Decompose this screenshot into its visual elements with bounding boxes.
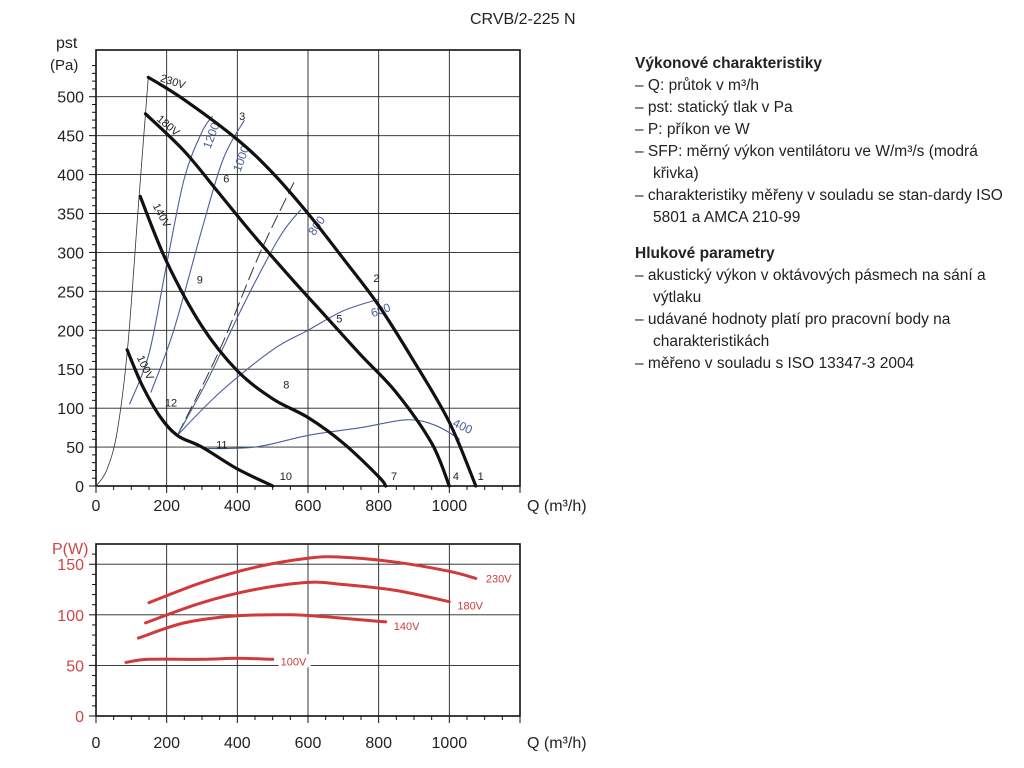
sfp-curve-1200: [129, 115, 214, 405]
power-y-tick-label: 100: [57, 608, 84, 625]
y-tick-label: 150: [57, 362, 84, 379]
legend-item-acoustic: – akustický výkon v oktávových pásmech n…: [635, 267, 986, 306]
power-curve-100V: [124, 656, 275, 664]
system-curve-dashed: [176, 182, 295, 436]
y-axis-label: pst: [56, 35, 78, 52]
power-label-bg: [483, 571, 516, 585]
power-y-axis-label: P(W): [52, 541, 88, 558]
fan-curve-140V: [138, 194, 388, 488]
power-x-axis-label: Q (m³/h): [527, 735, 587, 752]
power-y-tick-label: 0: [75, 709, 84, 726]
power-voltage-label: 140V: [394, 621, 420, 633]
x-tick-label: 200: [153, 498, 180, 515]
point-label: 11: [216, 440, 227, 452]
point-label: 2: [373, 273, 379, 285]
pressure-chart: 0 200 400 600 800 1000 0 50 100 150 200 250 300 350 40…: [50, 35, 587, 515]
x-tick-label: 0: [92, 498, 101, 515]
power-x-tick-label: 200: [153, 735, 180, 752]
legend-item-sfp: – SFP: měrný výkon ventilátoru ve W/m³/s…: [635, 143, 978, 182]
point-label: 5: [336, 314, 342, 326]
voltage-label: 230V: [159, 73, 188, 93]
noise-title: Hlukové parametry: [635, 245, 775, 262]
power-y-tick-label: 150: [57, 557, 84, 574]
x-tick-label: 400: [224, 498, 251, 515]
system-curve-left: [95, 77, 149, 487]
y-tick-label: 500: [57, 90, 84, 107]
legend-item-pst: – pst: statický tlak v Pa: [635, 99, 793, 116]
point-label: 10: [280, 471, 292, 483]
point-label: 3: [239, 111, 245, 123]
y-tick-label: 300: [57, 245, 84, 262]
y-tick-label: 50: [66, 440, 84, 457]
power-label-bg: [278, 654, 311, 668]
x-tick-label: 800: [365, 498, 392, 515]
legend-item-p: – P: příkon ve W: [635, 121, 750, 138]
power-voltage-label: 230V: [486, 573, 512, 585]
point-label: 12: [165, 398, 177, 410]
power-voltage-label: 180V: [457, 601, 483, 613]
point-label: 8: [283, 380, 289, 392]
sfp-curve-1000: [150, 119, 245, 393]
power-curve-230V: [147, 555, 478, 605]
chart-title: CRVB/2-225 N: [470, 11, 576, 28]
point-label: 1: [478, 471, 484, 483]
power-curve-140V: [136, 613, 388, 640]
y-tick-label: 400: [57, 168, 84, 185]
fan-curve-100V: [125, 348, 275, 488]
x-tick-label: 1000: [432, 498, 468, 515]
sfp-curve-600: [176, 298, 379, 436]
y-axis-unit: (Pa): [50, 57, 78, 74]
y-tick-label: 250: [57, 284, 84, 301]
x-tick-label: 600: [295, 498, 322, 515]
y-tick-label: 200: [57, 323, 84, 340]
performance-title: Výkonové charakteristiky: [635, 55, 822, 72]
y-tick-label: 350: [57, 207, 84, 224]
power-x-tick-label: 1000: [432, 735, 468, 752]
legend-panel: Výkonové charakteristiky – Q: průtok v m…: [635, 53, 1005, 375]
power-x-tick-label: 600: [295, 735, 322, 752]
fan-curve-180V: [143, 112, 451, 488]
legend-item-measured: – měřeno v souladu s ISO 13347-3 2004: [635, 355, 915, 372]
sfp-curve-800: [176, 209, 302, 436]
y-tick-label: 0: [75, 479, 84, 496]
y-tick-label: 100: [57, 401, 84, 418]
power-label-bg: [455, 598, 488, 612]
x-axis-label: Q (m³/h): [527, 498, 587, 515]
power-x-tick-label: 400: [224, 735, 251, 752]
point-label: 9: [197, 275, 203, 287]
point-label: 6: [223, 173, 229, 185]
sfp-curve-400: [201, 419, 461, 450]
fan-curve-230V: [146, 75, 478, 488]
legend-item-values: – udávané hodnoty platí pro pracovní bod…: [635, 311, 951, 350]
point-label: 7: [391, 471, 397, 483]
power-curve-180V: [144, 580, 451, 625]
y-tick-label: 450: [57, 129, 84, 146]
power-label-bg: [391, 618, 424, 632]
legend-item-q: – Q: průtok v m³/h: [635, 77, 760, 94]
point-label: 4: [453, 471, 459, 483]
power-chart: 0 200 400 600 800 1000 0 50 100 150 Q (m³/h) P(W) 23…: [52, 541, 587, 752]
power-x-tick-label: 800: [365, 735, 392, 752]
charts-canvas: 0 200 400 600 800 100005010015020025030035040…: [50, 35, 587, 752]
legend-item-standards: – charakteristiky měřeny v souladu se st…: [635, 187, 1003, 226]
power-y-tick-label: 50: [66, 658, 84, 675]
power-voltage-label: 100V: [281, 656, 307, 668]
power-x-tick-label: 0: [92, 735, 101, 752]
